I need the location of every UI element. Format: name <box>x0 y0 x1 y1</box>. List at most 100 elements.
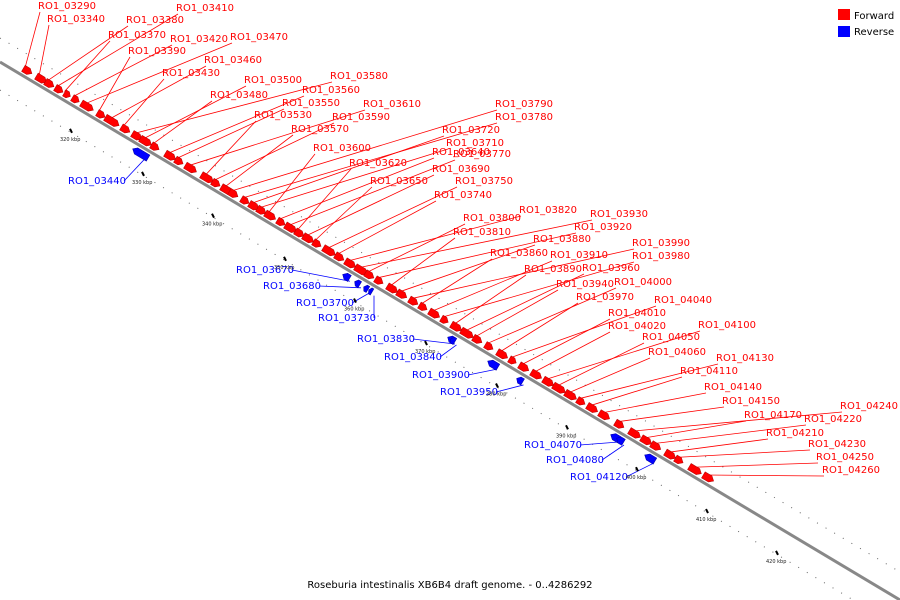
forward-gene-label: RO1_04210 <box>766 428 824 439</box>
reverse-gene-label: RO1_03840 <box>384 352 442 363</box>
tick-label: 350 kbp <box>274 265 294 271</box>
forward-gene-label: RO1_04140 <box>704 382 762 393</box>
forward-leader-line <box>109 65 207 120</box>
forward-leader-line <box>84 42 233 105</box>
forward-gene-label: RO1_04050 <box>642 332 700 343</box>
forward-gene-arrow <box>149 141 160 151</box>
forward-leader-line <box>376 232 577 279</box>
forward-leader-line <box>122 78 165 127</box>
map-caption: Roseburia intestinalis XB6B4 draft genom… <box>307 580 592 591</box>
tick-label: 400 kbp <box>626 475 646 481</box>
tick-label: 410 kbp <box>696 517 716 523</box>
reverse-leader-line <box>123 158 146 182</box>
forward-gene-label: RO1_04230 <box>808 439 866 450</box>
forward-gene-label: RO1_03650 <box>370 176 428 187</box>
forward-leader-line <box>589 376 683 407</box>
tick-mark <box>353 298 357 304</box>
forward-leader-line <box>499 302 579 353</box>
forward-gene-arrow <box>138 134 152 147</box>
reverse-gene-label: RO1_03680 <box>263 281 321 292</box>
forward-leader-line <box>486 287 617 345</box>
forward-gene-arrow <box>103 114 120 127</box>
forward-gene-arrow <box>293 227 305 238</box>
tick-mark <box>211 213 215 219</box>
forward-gene-label: RO1_03590 <box>332 112 390 123</box>
forward-gene-label: RO1_04170 <box>744 410 802 421</box>
forward-leader-line <box>326 186 458 249</box>
forward-gene-arrow <box>385 282 398 294</box>
forward-gene-arrow <box>575 396 586 406</box>
forward-leader-line <box>267 153 316 214</box>
forward-gene-label: RO1_03890 <box>524 264 582 275</box>
forward-gene-arrow <box>563 389 577 401</box>
forward-leader-line <box>358 219 593 268</box>
forward-leader-line <box>296 168 352 231</box>
forward-gene-arrow <box>62 89 71 99</box>
forward-gene-arrow <box>163 149 176 161</box>
forward-gene-arrow <box>585 402 598 413</box>
forward-leader-line <box>464 273 585 332</box>
reverse-gene-label: RO1_03830 <box>357 334 415 345</box>
forward-gene-arrow <box>301 232 314 244</box>
forward-gene-label: RO1_03410 <box>176 3 234 14</box>
forward-gene-label: RO1_03370 <box>108 30 166 41</box>
forward-gene-arrow <box>95 109 106 119</box>
forward-gene-label: RO1_04130 <box>716 353 774 364</box>
tick-mark <box>495 383 499 388</box>
legend-reverse-swatch <box>838 26 850 37</box>
forward-leader-line <box>167 95 305 154</box>
forward-gene-label: RO1_04110 <box>680 366 738 377</box>
tick-mark <box>635 466 639 472</box>
tick-mark <box>775 550 779 556</box>
forward-leader-line <box>545 330 701 380</box>
reverse-gene-arrow <box>368 287 375 296</box>
forward-gene-label: RO1_04240 <box>840 401 898 412</box>
forward-gene-arrow <box>627 427 641 439</box>
forward-gene-arrow <box>79 99 94 112</box>
forward-gene-label: RO1_03550 <box>282 98 340 109</box>
reverse-leader-line <box>495 384 524 393</box>
forward-leader-line <box>410 248 635 300</box>
forward-gene-arrow <box>471 334 483 344</box>
forward-gene-arrow <box>173 155 184 166</box>
forward-gene-label: RO1_04020 <box>608 321 666 332</box>
forward-gene-arrow <box>263 209 276 221</box>
forward-gene-arrow <box>507 355 517 365</box>
forward-gene-label: RO1_03800 <box>463 213 521 224</box>
forward-leader-line <box>347 215 522 262</box>
tick-mark <box>283 256 287 262</box>
reverse-leader-line <box>467 368 498 376</box>
reverse-leader-line <box>318 285 362 289</box>
forward-leader-line <box>616 406 725 423</box>
forward-leader-line <box>230 109 498 192</box>
outer-guide-line <box>0 37 900 573</box>
forward-gene-arrow <box>495 348 508 360</box>
reverse-gene-label: RO1_04120 <box>570 472 628 483</box>
forward-gene-label: RO1_03500 <box>244 75 302 86</box>
forward-leader-line <box>176 108 285 159</box>
tick-label: 340 kbp <box>202 222 222 228</box>
reverse-gene-arrow <box>616 436 626 446</box>
tick-label: 380 kbp <box>486 391 506 397</box>
forward-leader-line <box>533 331 611 373</box>
forward-leader-line <box>188 109 366 167</box>
forward-gene-label: RO1_03610 <box>363 99 421 110</box>
forward-gene-arrow <box>417 301 428 311</box>
reverse-leader-line <box>601 444 625 461</box>
reverse-gene-label: RO1_03440 <box>68 176 126 187</box>
forward-leader-line <box>676 449 811 458</box>
forward-leader-line <box>705 474 825 477</box>
forward-leader-line <box>568 357 651 394</box>
tick-label: 360 kbp <box>344 307 364 313</box>
forward-leader-line <box>258 148 449 209</box>
forward-gene-arrow <box>119 123 131 134</box>
forward-gene-label: RO1_04220 <box>804 414 862 425</box>
reverse-gene-arrow <box>342 272 352 282</box>
reverse-gene-label: RO1_04070 <box>524 440 582 451</box>
forward-gene-arrow <box>21 65 33 75</box>
forward-gene-arrow <box>70 94 80 104</box>
tick-label: 420 kbp <box>766 559 786 565</box>
tick-label: 330 kbp <box>132 180 152 186</box>
forward-gene-arrow <box>255 204 267 215</box>
reverse-gene-label: RO1_03730 <box>318 313 376 324</box>
